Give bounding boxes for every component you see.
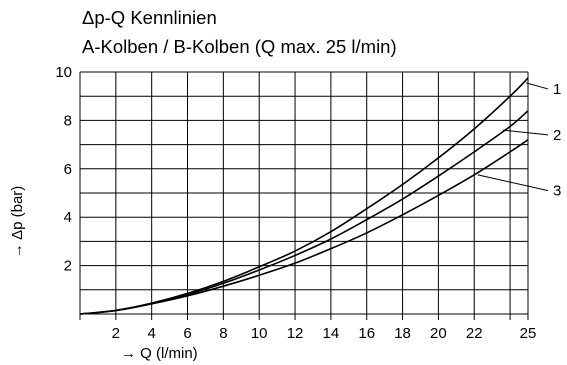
x-tick-label: 12 [287,325,304,342]
series-1-leader [526,82,549,90]
series-1-line [79,77,529,315]
series-1-label: 1 [553,81,561,98]
x-tick-label: 25 [520,325,537,342]
x-tick-label: 8 [219,325,227,342]
series-2-label: 2 [553,127,561,144]
y-tick-label: 6 [64,161,72,178]
y-tick-label: 10 [55,64,72,81]
x-tick-label: 10 [251,325,268,342]
series-3-label: 3 [553,183,561,200]
series-2-leader [502,129,549,136]
x-tick-label: 18 [394,325,411,342]
y-tick-label: 8 [64,112,72,129]
series-3-line [79,139,529,315]
y-tick-label: 4 [64,209,72,226]
curves [79,77,549,315]
x-tick-label: 4 [148,325,156,342]
series-2-line [79,110,529,315]
chart-subtitle: A-Kolben / B-Kolben (Q max. 25 l/min) [82,36,397,57]
x-tick-label: 22 [466,325,483,342]
y-axis-label: → Δp (bar) [9,186,26,259]
x-tick-label: 20 [430,325,447,342]
y-tick-label: 2 [64,258,72,275]
x-axis-label: → Q (l/min) [121,345,198,362]
grid [79,71,529,320]
x-tick-label: 6 [183,325,191,342]
x-tick-label: 2 [112,325,120,342]
x-tick-label: 14 [323,325,340,342]
x-tick-label: 16 [358,325,375,342]
chart-title: Δp-Q Kennlinien [82,7,217,28]
series-3-leader [477,174,549,192]
